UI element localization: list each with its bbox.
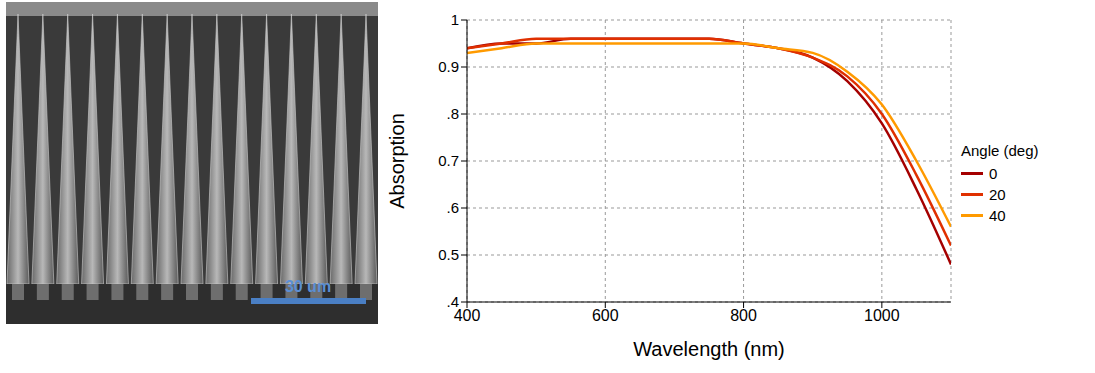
svg-text:400: 400 xyxy=(453,307,481,325)
svg-text:30 um: 30 um xyxy=(285,278,331,295)
html-text:40: 40 xyxy=(989,207,1006,224)
html-text:20: 20 xyxy=(989,186,1006,203)
svg-text:Wavelength (nm): Wavelength (nm) xyxy=(633,338,785,360)
svg-text:1: 1 xyxy=(451,11,459,28)
html-text:Angle (deg): Angle (deg) xyxy=(961,142,1039,159)
svg-text:.4: .4 xyxy=(446,293,459,310)
svg-text:.6: .6 xyxy=(446,199,459,216)
svg-text:0.7: 0.7 xyxy=(438,152,459,169)
svg-text:800: 800 xyxy=(730,307,757,324)
svg-text:1000: 1000 xyxy=(864,307,900,324)
svg-text:0.5: 0.5 xyxy=(438,246,459,263)
svg-text:0.9: 0.9 xyxy=(438,58,459,75)
svg-text:.8: .8 xyxy=(446,105,459,122)
html-text:0: 0 xyxy=(989,165,998,182)
svg-text:Absorption: Absorption xyxy=(386,113,408,209)
svg-text:600: 600 xyxy=(592,307,619,324)
